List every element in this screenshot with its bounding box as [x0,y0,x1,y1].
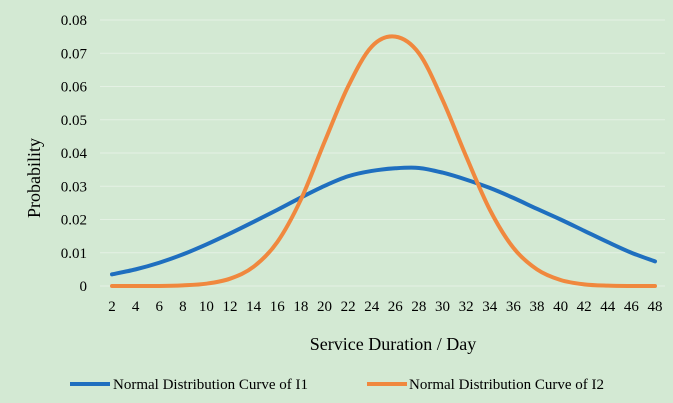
x-axis-title: Service Duration / Day [310,334,476,354]
x-tick-label: 34 [482,299,498,315]
x-tick-label: 24 [364,299,380,315]
x-tick-label: 30 [435,299,450,315]
series-lines [110,34,657,289]
x-tick-label: 14 [246,299,262,315]
x-tick-label: 36 [506,299,522,315]
x-tick-label: 18 [293,299,308,315]
x-tick-label: 2 [108,299,116,315]
y-tick-label: 0.08 [61,13,87,29]
x-axis-ticks: 2 4 6 8 10 12 14 16 18 20 22 24 26 28 30 32 34 36 38 40 42 44… [108,299,662,315]
y-tick-label: 0.05 [61,113,87,129]
legend-label-i1: Normal Distribution Curve of I1 [113,377,308,393]
x-tick-label: 26 [388,299,404,315]
y-tick-label: 0.01 [61,246,87,262]
x-tick-label: 38 [529,299,544,315]
x-tick-label: 48 [648,299,663,315]
x-tick-label: 12 [223,299,238,315]
x-tick-label: 46 [624,299,640,315]
y-tick-label: 0.02 [61,213,87,229]
x-tick-label: 32 [459,299,474,315]
y-tick-label: 0 [80,279,88,295]
x-tick-label: 28 [411,299,426,315]
y-tick-label: 0.07 [61,46,88,62]
series-line-i2 [110,34,657,289]
y-axis-ticks: 0 0.01 0.02 0.03 0.04 0.05 0.06 0.07 0.08 [61,13,88,295]
x-tick-label: 10 [199,299,214,315]
legend: Normal Distribution Curve of I1 Normal D… [70,377,604,393]
y-axis-title: Probability [24,138,44,218]
x-tick-label: 8 [179,299,187,315]
series-line-i1 [110,165,657,277]
y-tick-label: 0.04 [61,146,88,162]
y-tick-label: 0.06 [61,80,88,96]
legend-label-i2: Normal Distribution Curve of I2 [409,377,604,393]
x-tick-label: 42 [577,299,592,315]
x-tick-label: 4 [132,299,140,315]
x-tick-label: 6 [155,299,163,315]
x-tick-label: 20 [317,299,332,315]
x-tick-label: 22 [341,299,356,315]
x-tick-label: 16 [270,299,286,315]
x-tick-label: 44 [600,299,616,315]
x-tick-label: 40 [553,299,568,315]
y-tick-label: 0.03 [61,179,87,195]
